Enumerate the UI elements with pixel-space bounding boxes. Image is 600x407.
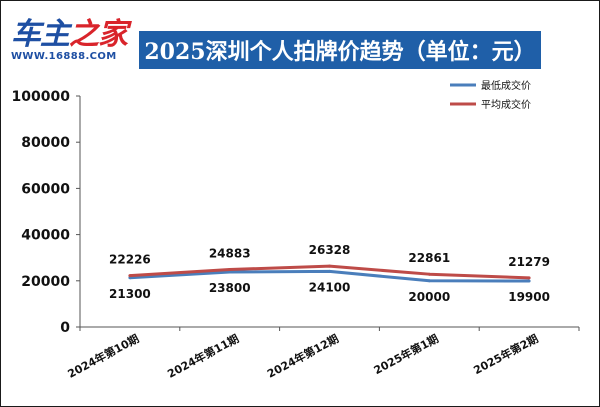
point-avg (527, 276, 531, 280)
y-tick-label: 60000 (21, 181, 70, 197)
x-tick-label: 2025年第2期 (471, 331, 541, 377)
data-label-min: 23800 (209, 281, 251, 295)
logo-text: 车主之家 (11, 9, 128, 53)
data-label-min: 21300 (109, 287, 151, 301)
y-tick-label: 20000 (21, 274, 70, 290)
x-tick-label: 2024年第12期 (265, 331, 341, 380)
point-min (328, 269, 331, 273)
logo-text-a: 车主 (11, 17, 70, 52)
y-tick-label: 80000 (21, 135, 70, 151)
y-tick-label: 0 (60, 320, 70, 336)
point-min (427, 279, 431, 283)
y-tick-label: 100000 (12, 89, 71, 105)
x-tick-label: 2024年第11期 (165, 331, 241, 380)
data-label-avg: 21279 (508, 255, 550, 269)
data-label-avg: 22226 (109, 253, 151, 267)
data-label-avg: 22861 (408, 251, 450, 265)
point-avg (228, 268, 232, 272)
data-label-avg: 24883 (209, 247, 251, 261)
data-label-min: 24100 (309, 280, 351, 294)
brand-logo: 车主之家 WWW.16888.COM (7, 7, 139, 69)
y-tick-label: 40000 (21, 228, 70, 244)
point-avg (128, 274, 132, 278)
data-label-avg: 26328 (309, 243, 351, 257)
point-avg (328, 264, 331, 268)
point-min (527, 279, 531, 283)
legend-label: 最低成交价 (481, 79, 531, 92)
x-tick-label: 2024年第10期 (65, 331, 141, 380)
data-label-min: 20000 (408, 290, 450, 304)
chart-title: 2025深圳个人拍牌价趋势（单位：元） (139, 31, 541, 69)
point-avg (427, 272, 431, 276)
data-label-min: 19900 (508, 290, 550, 304)
logo-url: WWW.16888.COM (11, 51, 117, 62)
x-tick-label: 2025年第1期 (371, 331, 441, 377)
legend-label: 平均成交价 (481, 98, 531, 111)
point-min (228, 270, 232, 274)
logo-text-b: 之家 (69, 17, 128, 52)
